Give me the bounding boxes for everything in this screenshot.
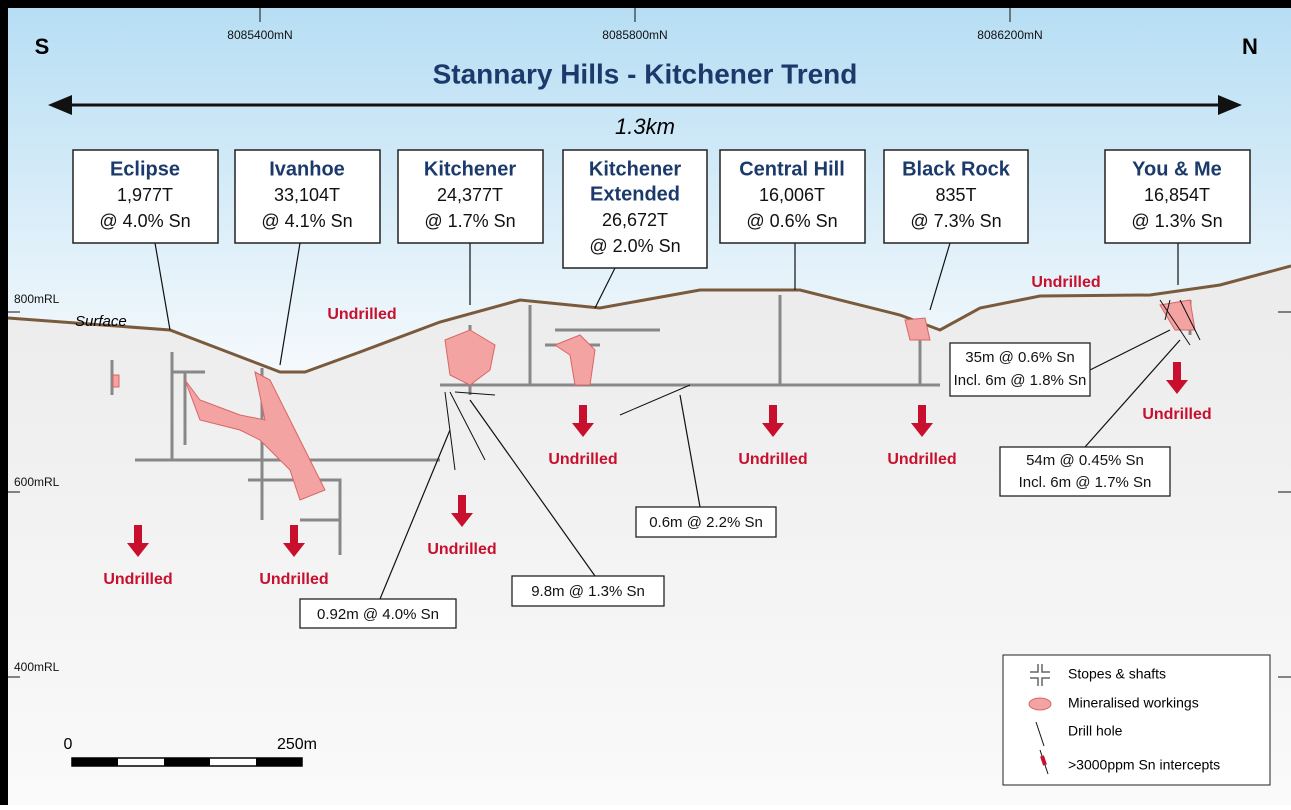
deposit-tonnage: 1,977T [117,185,173,205]
south-label: S [35,34,50,59]
undrilled-label: Undrilled [1031,274,1100,291]
legend: Stopes & shafts Mineralised workings Dri… [1002,654,1271,786]
undrilled-label: Undrilled [1142,406,1211,423]
deposit-name: Eclipse [110,158,180,180]
deposit-tonnage: 33,104T [274,185,340,205]
intercept: 0.6m @ 2.2% Sn [635,506,777,538]
intercept: 0.92m @ 4.0% Sn [299,598,457,629]
undrilled-label: Undrilled [887,451,956,468]
deposit-name: You & Me [1132,158,1222,180]
deposit-tonnage: 835T [935,185,976,205]
deposit-grade: @ 4.0% Sn [99,211,190,231]
deposit-tonnage: 16,006T [759,185,825,205]
northing-label: 8085400mN [227,28,292,42]
elevation-label: 400mRL [14,660,60,674]
distance-label: 1.3km [615,114,675,139]
intercept: 35m @ 0.6% Sn Incl. 6m @ 1.8% Sn [949,342,1091,397]
deposit-name: Kitchener [424,158,516,180]
legend-text: Mineralised workings [1068,695,1199,711]
deposit-grade: @ 2.0% Sn [589,236,680,256]
intercept-text: Incl. 6m @ 1.7% Sn [1019,474,1152,491]
intercept-text: 35m @ 0.6% Sn [965,349,1074,366]
intercept-text: 0.92m @ 4.0% Sn [317,606,439,623]
undrilled-label: Undrilled [327,306,396,323]
deposit-grade: @ 1.3% Sn [1131,211,1222,231]
deposit: You & Me 16,854T @ 1.3% Sn [1104,149,1251,244]
intercept-text: 9.8m @ 1.3% Sn [531,583,645,600]
deposit: Kitchener 24,377T @ 1.7% Sn [397,149,544,244]
deposit-name: Central Hill [739,158,845,180]
deposit: Ivanhoe 33,104T @ 4.1% Sn [234,149,381,244]
undrilled-label: Undrilled [259,571,328,588]
deposit-tonnage: 16,854T [1144,185,1210,205]
elevation-label: 600mRL [14,475,60,489]
undrilled-arrows [127,362,1188,557]
deposit-tonnage: 26,672T [602,210,668,230]
deposit: Kitchener Extended 26,672T @ 2.0% Sn [562,149,708,269]
undrilled-label: Undrilled [427,541,496,558]
deposit-name: Ivanhoe [269,158,345,180]
northing-label: 8086200mN [977,28,1042,42]
deposit-tonnage: 24,377T [437,185,503,205]
surface-label: Surface [75,313,127,330]
legend-text: Stopes & shafts [1068,666,1166,682]
legend-text: Drill hole [1068,723,1123,739]
intercept: 9.8m @ 1.3% Sn [511,575,665,607]
intercept-text: 54m @ 0.45% Sn [1026,452,1144,469]
scale-start: 0 [64,736,73,753]
deposit: Black Rock 835T @ 7.3% Sn [883,149,1029,244]
intercept-text: Incl. 6m @ 1.8% Sn [954,372,1087,389]
scale-bar [71,757,303,767]
deposit-grade: @ 4.1% Sn [261,211,352,231]
intercept-text: 0.6m @ 2.2% Sn [649,514,763,531]
scale-end: 250m [277,736,317,753]
northing-label: 8085800mN [602,28,667,42]
deposit-grade: @ 0.6% Sn [746,211,837,231]
elevation-label: 800mRL [14,292,60,306]
deposit-name: Extended [590,183,680,205]
undrilled-label: Undrilled [548,451,617,468]
leaders [154,242,1181,600]
north-label: N [1242,34,1258,59]
deposit-name: Kitchener [589,158,681,180]
surface-line [7,264,1291,374]
deposit-grade: @ 7.3% Sn [910,211,1001,231]
deposit: Central Hill 16,006T @ 0.6% Sn [719,149,866,244]
elevation-ticks [8,311,1291,678]
intercept: 54m @ 0.45% Sn Incl. 6m @ 1.7% Sn [999,446,1171,497]
deposit-grade: @ 1.7% Sn [424,211,515,231]
title: Stannary Hills - Kitchener Trend [433,58,858,89]
undrilled-label: Undrilled [738,451,807,468]
undrilled-label: Undrilled [103,571,172,588]
legend-text: >3000ppm Sn intercepts [1068,757,1220,773]
deposit-name: Black Rock [902,158,1011,180]
deposit: Eclipse 1,977T @ 4.0% Sn [72,149,219,244]
